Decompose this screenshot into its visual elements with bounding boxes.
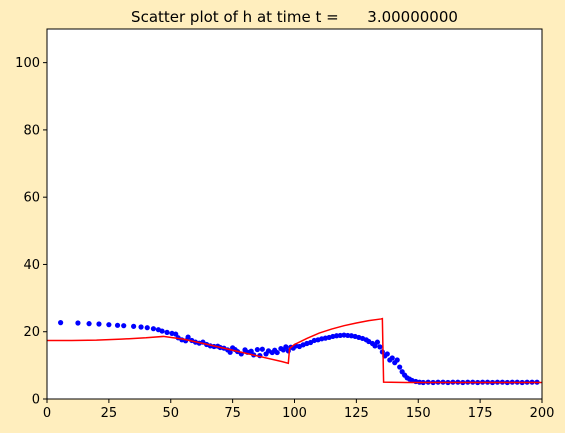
- x-tick-label: 150: [406, 406, 431, 421]
- scatter-point: [394, 357, 400, 363]
- y-tick-label: 40: [23, 258, 40, 273]
- x-axis: 0 25 50 75 100 125 150 175 200: [43, 399, 555, 421]
- scatter-point: [58, 320, 64, 326]
- x-tick-label: 50: [162, 406, 179, 421]
- x-tick-label: 0: [43, 406, 51, 421]
- x-tick-label: 200: [530, 406, 555, 421]
- scatter-point: [283, 344, 289, 350]
- x-tick-label: 75: [224, 406, 241, 421]
- scatter-point: [96, 321, 102, 327]
- scatter-point: [259, 346, 265, 352]
- solution-line: [47, 317, 542, 384]
- y-tick-label: 80: [23, 123, 40, 138]
- x-tick-label: 175: [468, 406, 493, 421]
- plot-frame: [46, 28, 543, 400]
- scatter-point: [138, 324, 144, 330]
- scatter-point: [389, 355, 395, 361]
- scatter-point: [384, 351, 390, 357]
- scatter-point: [254, 346, 260, 353]
- scatter-point: [248, 348, 254, 354]
- scatter-point: [397, 364, 403, 370]
- scatter-point: [144, 325, 150, 331]
- y-tick-label: 20: [23, 325, 40, 340]
- chart-title: Scatter plot of h at time t = 3.00000000: [131, 8, 458, 26]
- scatter-point: [185, 334, 191, 340]
- y-tick-label: 0: [32, 393, 40, 408]
- scatter-point: [227, 349, 233, 355]
- scatter-point: [372, 343, 378, 349]
- scatter-point: [86, 321, 92, 327]
- x-tick-label: 25: [101, 406, 118, 421]
- scatter-point: [131, 323, 137, 329]
- scatter-point: [274, 349, 280, 356]
- scatter-point: [374, 339, 381, 345]
- y-tick-label: 100: [15, 56, 40, 71]
- x-tick-label: 125: [344, 406, 369, 421]
- scatter-point: [377, 344, 383, 350]
- y-axis: 0 20 40 60 80 100: [15, 56, 47, 408]
- scatter-point: [159, 328, 165, 334]
- scatter-point: [75, 320, 81, 326]
- scatter-point: [121, 323, 127, 329]
- scatter-point: [150, 326, 157, 332]
- x-tick-label: 100: [282, 406, 307, 421]
- plot-area: [47, 29, 542, 399]
- scatter-point: [173, 331, 179, 337]
- scatter-point: [106, 322, 112, 328]
- y-tick-label: 60: [23, 191, 40, 206]
- scatter-point: [114, 322, 121, 328]
- scatter-point: [164, 329, 170, 335]
